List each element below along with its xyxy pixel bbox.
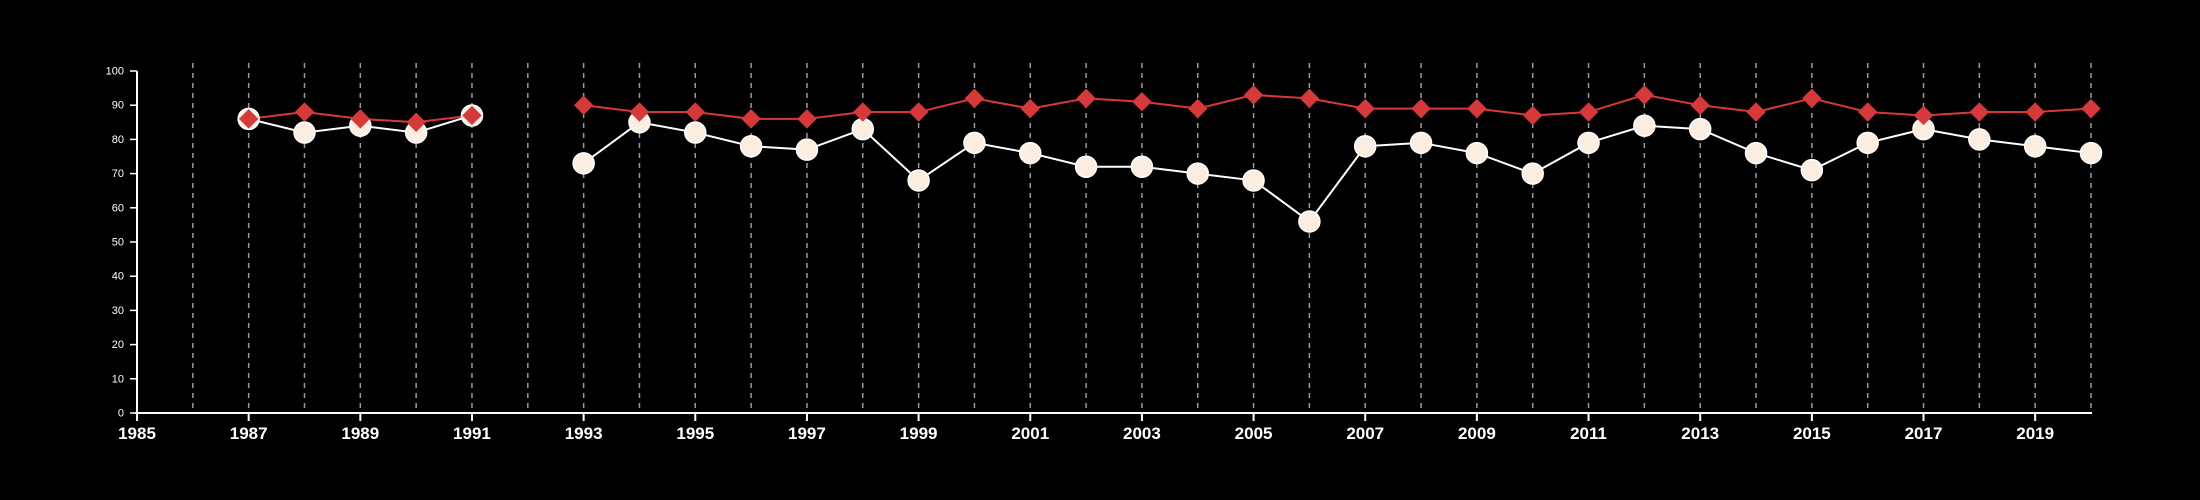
series-markers <box>237 85 2103 233</box>
series-0-line-segment-1 <box>583 121 2092 223</box>
x-tick-label-2009: 2009 <box>1458 424 1496 443</box>
series-0-point-2012 <box>1633 114 1656 137</box>
series-1-point-1988 <box>294 102 315 122</box>
y-tick-label-50: 50 <box>112 237 124 249</box>
series-1-point-1991 <box>462 105 482 126</box>
x-tick-label-1987: 1987 <box>230 424 268 443</box>
vertical-gridlines <box>192 63 2092 413</box>
series-0-point-1998 <box>851 117 875 141</box>
series-1-point-1995 <box>685 102 705 122</box>
series-1-point-2002 <box>1076 88 1096 109</box>
series-0-point-2001 <box>1019 141 1042 165</box>
series-1-point-1994 <box>629 102 650 122</box>
series-1-point-2004 <box>1188 98 1208 119</box>
x-tick-label-1985: 1985 <box>118 424 156 443</box>
series-1-point-2003 <box>1132 92 1152 112</box>
series-1-point-1989 <box>350 109 371 129</box>
series-lines <box>248 93 2092 223</box>
x-tick-label-2003: 2003 <box>1123 424 1161 443</box>
series-0-point-2008 <box>1409 131 1433 155</box>
tick-labels: 0 10 20 30 40 50 60 70 80 90 100 1985 1987 1989 1991 19… <box>106 66 2054 444</box>
series-1-point-1997 <box>797 109 817 129</box>
series-0-point-1995 <box>684 121 707 144</box>
series-1-point-1996 <box>741 109 761 129</box>
series-1-point-2000 <box>964 88 985 109</box>
series-1-point-2009 <box>1467 98 1487 119</box>
series-0-point-2007 <box>1353 134 1377 158</box>
series-1-point-2014 <box>1746 102 1766 122</box>
series-0-point-2010 <box>1521 162 1544 185</box>
series-1-point-2007 <box>1355 98 1375 119</box>
series-0-point-2011 <box>1577 131 1600 155</box>
x-tick-label-2011: 2011 <box>1570 424 1607 443</box>
series-1-line-segment-1 <box>583 93 2092 120</box>
x-tick-label-2005: 2005 <box>1235 424 1273 443</box>
y-tick-label-0: 0 <box>118 408 124 420</box>
series-0-point-2014 <box>1744 141 1768 165</box>
x-tick-label-2015: 2015 <box>1793 424 1831 443</box>
series-1-point-2020 <box>2081 98 2101 119</box>
series-1-point-2013 <box>1690 95 1710 115</box>
series-1-point-2010 <box>1523 105 1543 126</box>
series-0-point-2000 <box>963 131 986 155</box>
series-0-point-1993 <box>572 152 595 175</box>
series-1-point-2005 <box>1243 85 1264 105</box>
x-tick-label-1989: 1989 <box>341 424 379 443</box>
y-tick-label-80: 80 <box>112 134 124 146</box>
series-0-point-2002 <box>1074 155 1098 179</box>
series-0-point-2015 <box>1800 158 1824 182</box>
series-0-point-2006 <box>1298 210 1321 233</box>
y-tick-label-70: 70 <box>112 168 124 180</box>
y-tick-label-100: 100 <box>106 66 124 78</box>
series-1-point-2008 <box>1411 98 1431 119</box>
series-1-point-2018 <box>1969 102 1990 122</box>
series-1-point-2012 <box>1634 85 1655 105</box>
series-0-point-1988 <box>293 121 316 144</box>
series-0-point-2019 <box>2023 134 2047 158</box>
x-tick-label-2019: 2019 <box>2016 424 2054 443</box>
series-0-point-2003 <box>1130 155 1154 179</box>
series-0-point-2013 <box>1688 117 1712 141</box>
series-0-point-1999 <box>907 169 930 192</box>
x-tick-label-1995: 1995 <box>676 424 714 443</box>
axes <box>130 70 2092 421</box>
series-0-point-1996 <box>739 134 763 158</box>
y-tick-label-40: 40 <box>112 271 124 283</box>
series-0-point-1997 <box>795 138 819 161</box>
series-1-point-2001 <box>1020 98 1040 119</box>
series-0-point-2009 <box>1465 141 1489 165</box>
series-1-point-1998 <box>853 102 873 122</box>
series-1-point-2017 <box>1913 105 1934 126</box>
y-tick-label-60: 60 <box>112 202 124 214</box>
y-tick-label-90: 90 <box>112 100 124 112</box>
series-0-point-2018 <box>1968 128 1991 151</box>
x-tick-label-2017: 2017 <box>1905 424 1943 443</box>
series-0-point-2020 <box>2079 141 2103 165</box>
series-1-point-2019 <box>2025 102 2045 122</box>
y-tick-label-10: 10 <box>112 373 124 385</box>
series-1-point-2016 <box>1857 102 1878 122</box>
x-tick-label-2007: 2007 <box>1346 424 1384 443</box>
series-1-point-1990 <box>406 112 426 133</box>
x-tick-label-1993: 1993 <box>565 424 603 443</box>
series-1-point-1987 <box>238 109 259 129</box>
y-tick-label-20: 20 <box>112 339 124 351</box>
x-tick-label-1997: 1997 <box>788 424 826 443</box>
series-1-point-2015 <box>1802 88 1822 109</box>
series-1-point-2011 <box>1578 102 1599 122</box>
series-1-point-1993 <box>573 95 594 115</box>
x-tick-label-2001: 2001 <box>1011 424 1049 443</box>
x-tick-label-2013: 2013 <box>1681 424 1719 443</box>
y-tick-label-30: 30 <box>112 305 124 317</box>
x-tick-label-1999: 1999 <box>900 424 938 443</box>
series-0-point-2005 <box>1242 169 1265 192</box>
series-1-point-1999 <box>908 102 929 122</box>
series-0-point-2004 <box>1186 162 1209 185</box>
series-1-point-2006 <box>1299 88 1320 109</box>
x-tick-label-1991: 1991 <box>453 424 491 443</box>
series-0-point-2016 <box>1856 131 1879 155</box>
